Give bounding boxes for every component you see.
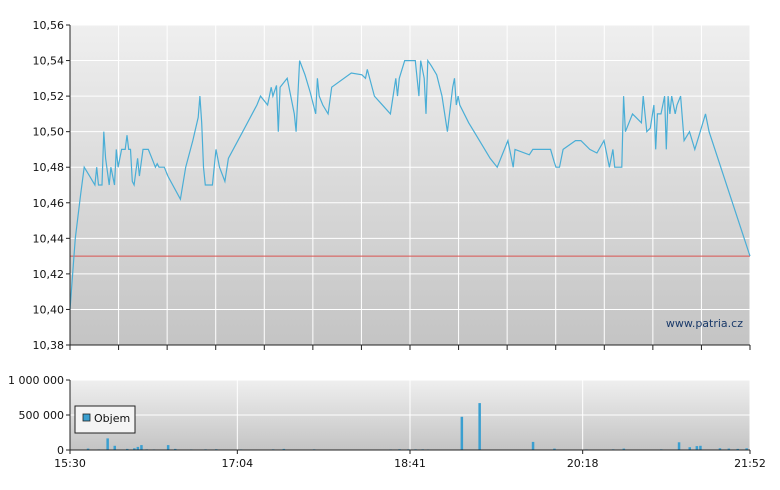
volume-x-tick-label: 21:52 bbox=[734, 457, 766, 470]
volume-bar bbox=[727, 448, 731, 450]
volume-bar bbox=[133, 448, 136, 451]
price-y-tick-label: 10,48 bbox=[33, 161, 65, 174]
volume-bar bbox=[699, 445, 702, 450]
volume-y-axis: 1 000 000 500 000 0 bbox=[8, 374, 70, 457]
volume-bar bbox=[736, 448, 739, 450]
volume-bar bbox=[106, 438, 109, 450]
volume-bar bbox=[478, 403, 481, 450]
price-y-axis: 10,56 10,54 10,52 10,50 10,48 10,46 10,44 10,42… bbox=[33, 19, 70, 352]
volume-y-tick-label: 0 bbox=[57, 444, 64, 457]
price-y-tick-label: 10,44 bbox=[33, 232, 65, 245]
volume-bar bbox=[282, 448, 286, 450]
volume-x-tick-label: 15:30 bbox=[54, 457, 86, 470]
volume-x-tick-label: 18:41 bbox=[394, 457, 426, 470]
volume-bar bbox=[677, 442, 681, 450]
price-y-tick-label: 10,54 bbox=[33, 55, 65, 68]
volume-bar bbox=[622, 448, 626, 450]
volume-bar bbox=[688, 447, 691, 450]
volume-bar bbox=[140, 445, 143, 450]
price-series-line bbox=[69, 58, 751, 310]
volume-bar bbox=[531, 441, 535, 450]
volume-bar bbox=[126, 448, 129, 450]
price-y-tick-label: 10,40 bbox=[33, 303, 65, 316]
volume-bar bbox=[113, 445, 116, 450]
price-y-tick-label: 10,50 bbox=[33, 126, 65, 139]
watermark: www.patria.cz bbox=[666, 317, 743, 330]
volume-y-tick-label: 1 000 000 bbox=[8, 374, 64, 387]
volume-bar bbox=[86, 448, 90, 450]
volume-x-axis: 15:30 17:04 18:41 20:18 21:52 bbox=[54, 450, 766, 470]
volume-bar bbox=[174, 448, 177, 450]
volume-bar bbox=[460, 416, 464, 451]
volume-bar bbox=[745, 448, 748, 451]
volume-legend: Objem bbox=[74, 405, 136, 434]
volume-bar bbox=[136, 446, 140, 450]
volume-bar bbox=[166, 445, 170, 450]
legend-swatch bbox=[82, 413, 91, 422]
volume-x-tick-label: 17:04 bbox=[221, 457, 253, 470]
volume-bar bbox=[718, 448, 722, 451]
price-x-axis-ticks bbox=[69, 345, 751, 350]
volume-y-tick-label: 500 000 bbox=[19, 409, 65, 422]
legend-label: Objem bbox=[94, 412, 130, 425]
price-y-tick-label: 10,56 bbox=[33, 19, 65, 32]
volume-bar bbox=[553, 448, 556, 450]
price-y-tick-label: 10,38 bbox=[33, 339, 65, 352]
price-y-tick-label: 10,46 bbox=[33, 197, 65, 210]
price-y-tick-label: 10,42 bbox=[33, 268, 65, 281]
price-y-tick-label: 10,52 bbox=[33, 90, 65, 103]
volume-bar bbox=[695, 446, 699, 450]
volume-x-tick-label: 20:18 bbox=[567, 457, 599, 470]
